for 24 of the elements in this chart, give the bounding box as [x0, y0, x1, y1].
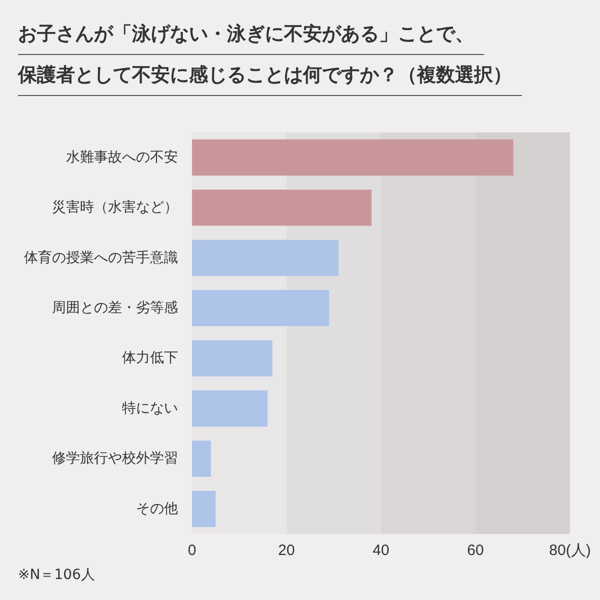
bar	[192, 240, 338, 276]
y-tick-label: 修学旅行や校外学習	[52, 450, 178, 466]
bar	[192, 440, 211, 477]
y-tick-label: 特にない	[122, 399, 178, 416]
y-tick-label: 周囲との差・劣等感	[52, 298, 178, 315]
bar	[192, 340, 272, 376]
text: ※N＝106人	[18, 566, 95, 584]
bar	[192, 390, 268, 427]
bar	[192, 139, 514, 176]
y-tick-label: 水難事故への不安	[66, 148, 178, 164]
bar	[192, 190, 372, 226]
x-tick-label: 60	[467, 542, 484, 560]
bar	[192, 290, 330, 326]
chart-title: お子さんが「泳げない・泳ぎに不安がある」ことで、	[18, 14, 484, 55]
y-tick-label: 災害時（水害など）	[52, 198, 178, 215]
y-tick-label: 体力低下	[122, 349, 178, 366]
x-tick-label: 80(人)	[549, 542, 591, 560]
x-tick-label: 0	[188, 542, 196, 560]
chart-subtitle: 保護者として不安に感じることは何ですか？（複数選択）	[18, 55, 522, 96]
y-tick-label: 体育の授業への苦手意識	[24, 248, 178, 265]
bar	[192, 490, 216, 527]
x-tick-label: 40	[372, 542, 390, 560]
x-tick-label: 20	[278, 542, 295, 560]
y-tick-label: その他	[136, 500, 178, 516]
